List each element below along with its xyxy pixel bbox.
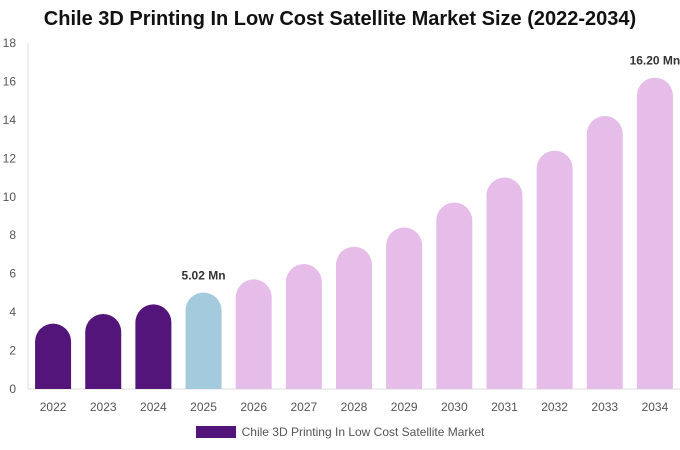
y-tick-label: 2 (9, 344, 16, 358)
x-tick-label: 2023 (90, 400, 117, 414)
y-tick-label: 12 (3, 151, 17, 165)
data-label: 16.20 Mn (630, 54, 680, 68)
bar-2032 (536, 150, 573, 389)
bar-2022 (35, 323, 72, 389)
x-tick-label: 2032 (541, 400, 568, 414)
y-tick-label: 10 (3, 190, 17, 204)
bar-2023 (85, 314, 122, 389)
legend-label: Chile 3D Printing In Low Cost Satellite … (241, 425, 485, 439)
x-tick-label: 2033 (591, 400, 618, 414)
bar-2029 (386, 227, 423, 389)
bars (35, 77, 673, 390)
x-tick-label: 2026 (240, 400, 267, 414)
y-tick-label: 8 (9, 228, 16, 242)
y-tick-label: 14 (3, 113, 17, 127)
x-tick-label: 2031 (491, 400, 518, 414)
y-tick-label: 4 (9, 305, 16, 319)
data-labels: 5.02 Mn 16.20 Mn (182, 54, 680, 283)
x-tick-label: 2029 (391, 400, 418, 414)
bar-2025 (185, 292, 222, 389)
x-tick-label: 2024 (140, 400, 167, 414)
bar-2024 (135, 304, 172, 389)
y-tick-label: 0 (9, 382, 16, 396)
legend: Chile 3D Printing In Low Cost Satellite … (0, 425, 680, 439)
bar-2034 (636, 77, 673, 389)
x-tick-label: 2028 (341, 400, 368, 414)
x-tick-label: 2027 (290, 400, 317, 414)
bar-2027 (285, 264, 322, 389)
data-label: 5.02 Mn (182, 269, 226, 283)
legend-swatch (195, 426, 236, 438)
bar-2031 (486, 177, 523, 389)
bar-2033 (586, 116, 623, 390)
x-tick-label: 2022 (40, 400, 67, 414)
chart-title: Chile 3D Printing In Low Cost Satellite … (43, 8, 637, 30)
bar-2026 (235, 279, 272, 389)
y-tick-label: 16 (3, 74, 17, 88)
axes: 0 2 4 6 8 10 12 14 16 18 2022 2023 2024 2025 2026 2027 2… (3, 36, 680, 414)
x-tick-label: 2025 (190, 400, 217, 414)
x-tick-label: 2034 (642, 400, 669, 414)
x-tick-label: 2030 (441, 400, 468, 414)
bar-2028 (336, 246, 372, 389)
y-tick-label: 18 (3, 36, 17, 50)
bar-2030 (436, 202, 473, 389)
y-tick-label: 6 (9, 267, 16, 281)
